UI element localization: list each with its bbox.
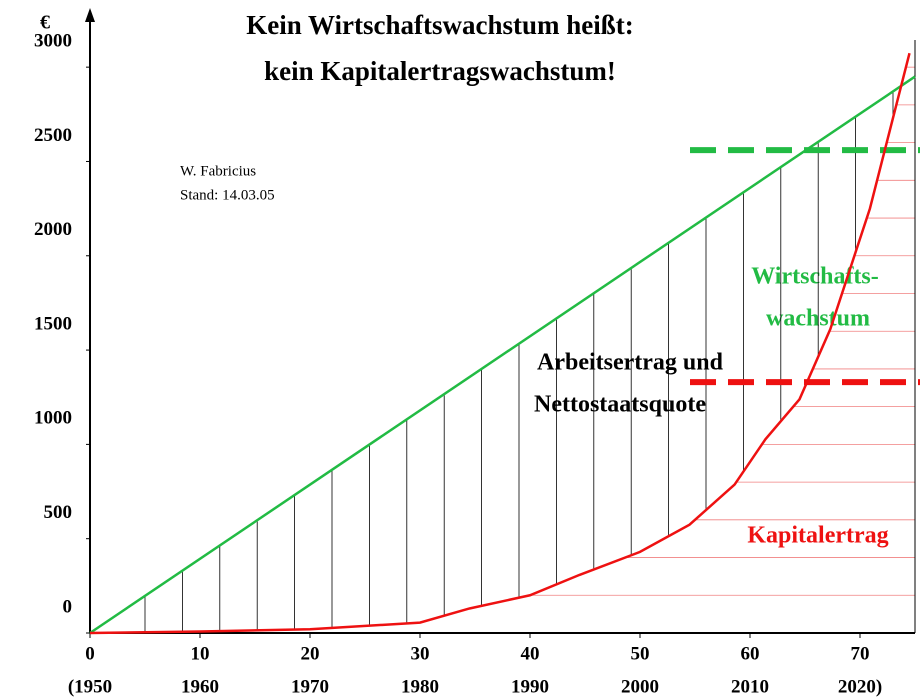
x-tick-year: 1970 [291,676,329,697]
x-tick-label: 20 [301,643,320,664]
y-tick-label: 3000 [34,31,72,52]
y-tick-label: 2500 [34,125,72,146]
x-tick-year: 2010 [731,676,769,697]
x-tick-label: 0 [85,643,95,664]
x-tick-year: 1960 [181,676,219,697]
x-tick-year: 1980 [401,676,439,697]
x-tick-year: (1950 [68,676,112,697]
x-tick-label: 50 [631,643,650,664]
series-line [89,75,916,635]
x-tick-label: 30 [411,643,430,664]
x-tick-label: 70 [851,643,870,664]
y-tick-label: 2000 [34,219,72,240]
series-label: Kapitalertrag [747,523,888,549]
y-tick-label: 0 [63,596,73,617]
y-tick-label: 500 [44,502,73,523]
chart-title: kein Kapitalertragswachstum! [264,56,616,86]
x-tick-year: 2020) [838,676,882,697]
middle-label: Arbeitsertrag und [537,350,724,376]
date-note: Stand: 14.03.05 [180,187,275,203]
series-line [89,52,911,635]
x-tick-label: 10 [191,643,210,664]
y-unit: € [40,12,50,34]
y-tick-label: 1000 [34,408,72,429]
author: W. Fabricius [180,163,256,179]
series-label: Wirtschafts- [751,264,879,290]
x-tick-year: 2000 [621,676,659,697]
x-tick-label: 60 [741,643,760,664]
x-tick-year: 1990 [511,676,549,697]
middle-label: Nettostaatsquote [534,392,706,418]
y-tick-label: 1500 [34,313,72,334]
x-tick-label: 40 [521,643,540,664]
chart-title: Kein Wirtschaftswachstum heißt: [246,10,634,40]
axis-arrow [85,8,95,22]
